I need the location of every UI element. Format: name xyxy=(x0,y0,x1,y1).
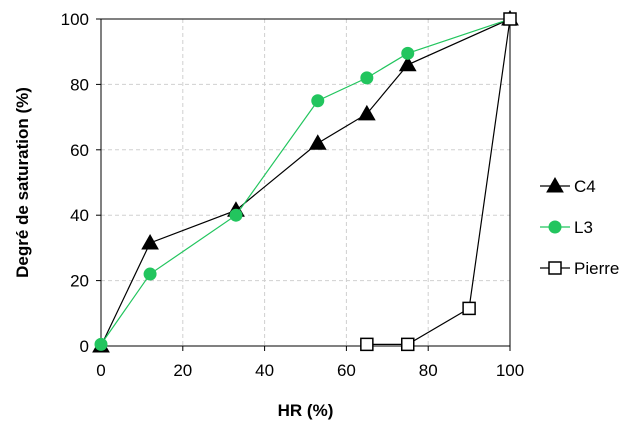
x-axis-title: HR (%) xyxy=(278,401,334,420)
y-tick-label: 100 xyxy=(61,10,89,29)
data-point-c4 xyxy=(357,104,376,121)
data-point-l3 xyxy=(229,208,243,222)
legend-item-c4: C4 xyxy=(540,176,596,196)
legend-label: L3 xyxy=(574,218,593,237)
data-point-pierre xyxy=(462,301,476,316)
legend-marker-square xyxy=(548,261,562,275)
series-pierre xyxy=(360,12,517,352)
axis-ticks: 0 20 40 60 80 100 0 20 40 60 80 100 xyxy=(61,10,525,380)
legend: C4 L3 Pierre xyxy=(540,176,619,278)
legend-marker-circle xyxy=(548,220,562,234)
series-line-c4 xyxy=(100,18,511,347)
series-c4 xyxy=(92,9,519,353)
x-tick-label: 60 xyxy=(337,361,356,380)
x-tick-label: 80 xyxy=(419,361,438,380)
y-tick-label: 80 xyxy=(70,75,89,94)
legend-label: Pierre xyxy=(574,259,619,278)
series-line-pierre xyxy=(366,18,511,345)
data-point-pierre xyxy=(401,337,415,352)
plot-area-frame xyxy=(100,18,511,347)
grid-lines xyxy=(101,19,510,346)
series-layer xyxy=(92,9,519,353)
data-point-l3 xyxy=(401,46,415,60)
x-tick-label: 20 xyxy=(173,361,192,380)
y-axis-title: Degré de saturation (%) xyxy=(13,87,32,278)
y-tick-label: 0 xyxy=(80,337,89,356)
x-tick-label: 100 xyxy=(496,361,524,380)
series-line-l3 xyxy=(100,18,511,345)
y-tick-label: 40 xyxy=(70,206,89,225)
legend-item-l3: L3 xyxy=(540,218,593,237)
legend-marker-triangle xyxy=(546,176,564,193)
series-l3 xyxy=(94,12,517,351)
y-tick-label: 20 xyxy=(70,272,89,291)
data-point-l3 xyxy=(311,94,325,108)
data-point-c4 xyxy=(308,134,327,150)
data-point-c4 xyxy=(398,55,417,72)
data-point-l3 xyxy=(94,337,108,351)
legend-label: C4 xyxy=(574,177,596,196)
y-tick-label: 60 xyxy=(70,141,89,160)
x-tick-label: 40 xyxy=(255,361,274,380)
legend-item-pierre: Pierre xyxy=(540,259,619,278)
data-point-l3 xyxy=(360,71,374,85)
data-point-pierre xyxy=(360,337,374,352)
data-point-pierre xyxy=(503,12,517,26)
x-tick-label: 0 xyxy=(96,361,105,380)
data-point-l3 xyxy=(143,267,157,281)
data-point-c4 xyxy=(141,233,159,250)
